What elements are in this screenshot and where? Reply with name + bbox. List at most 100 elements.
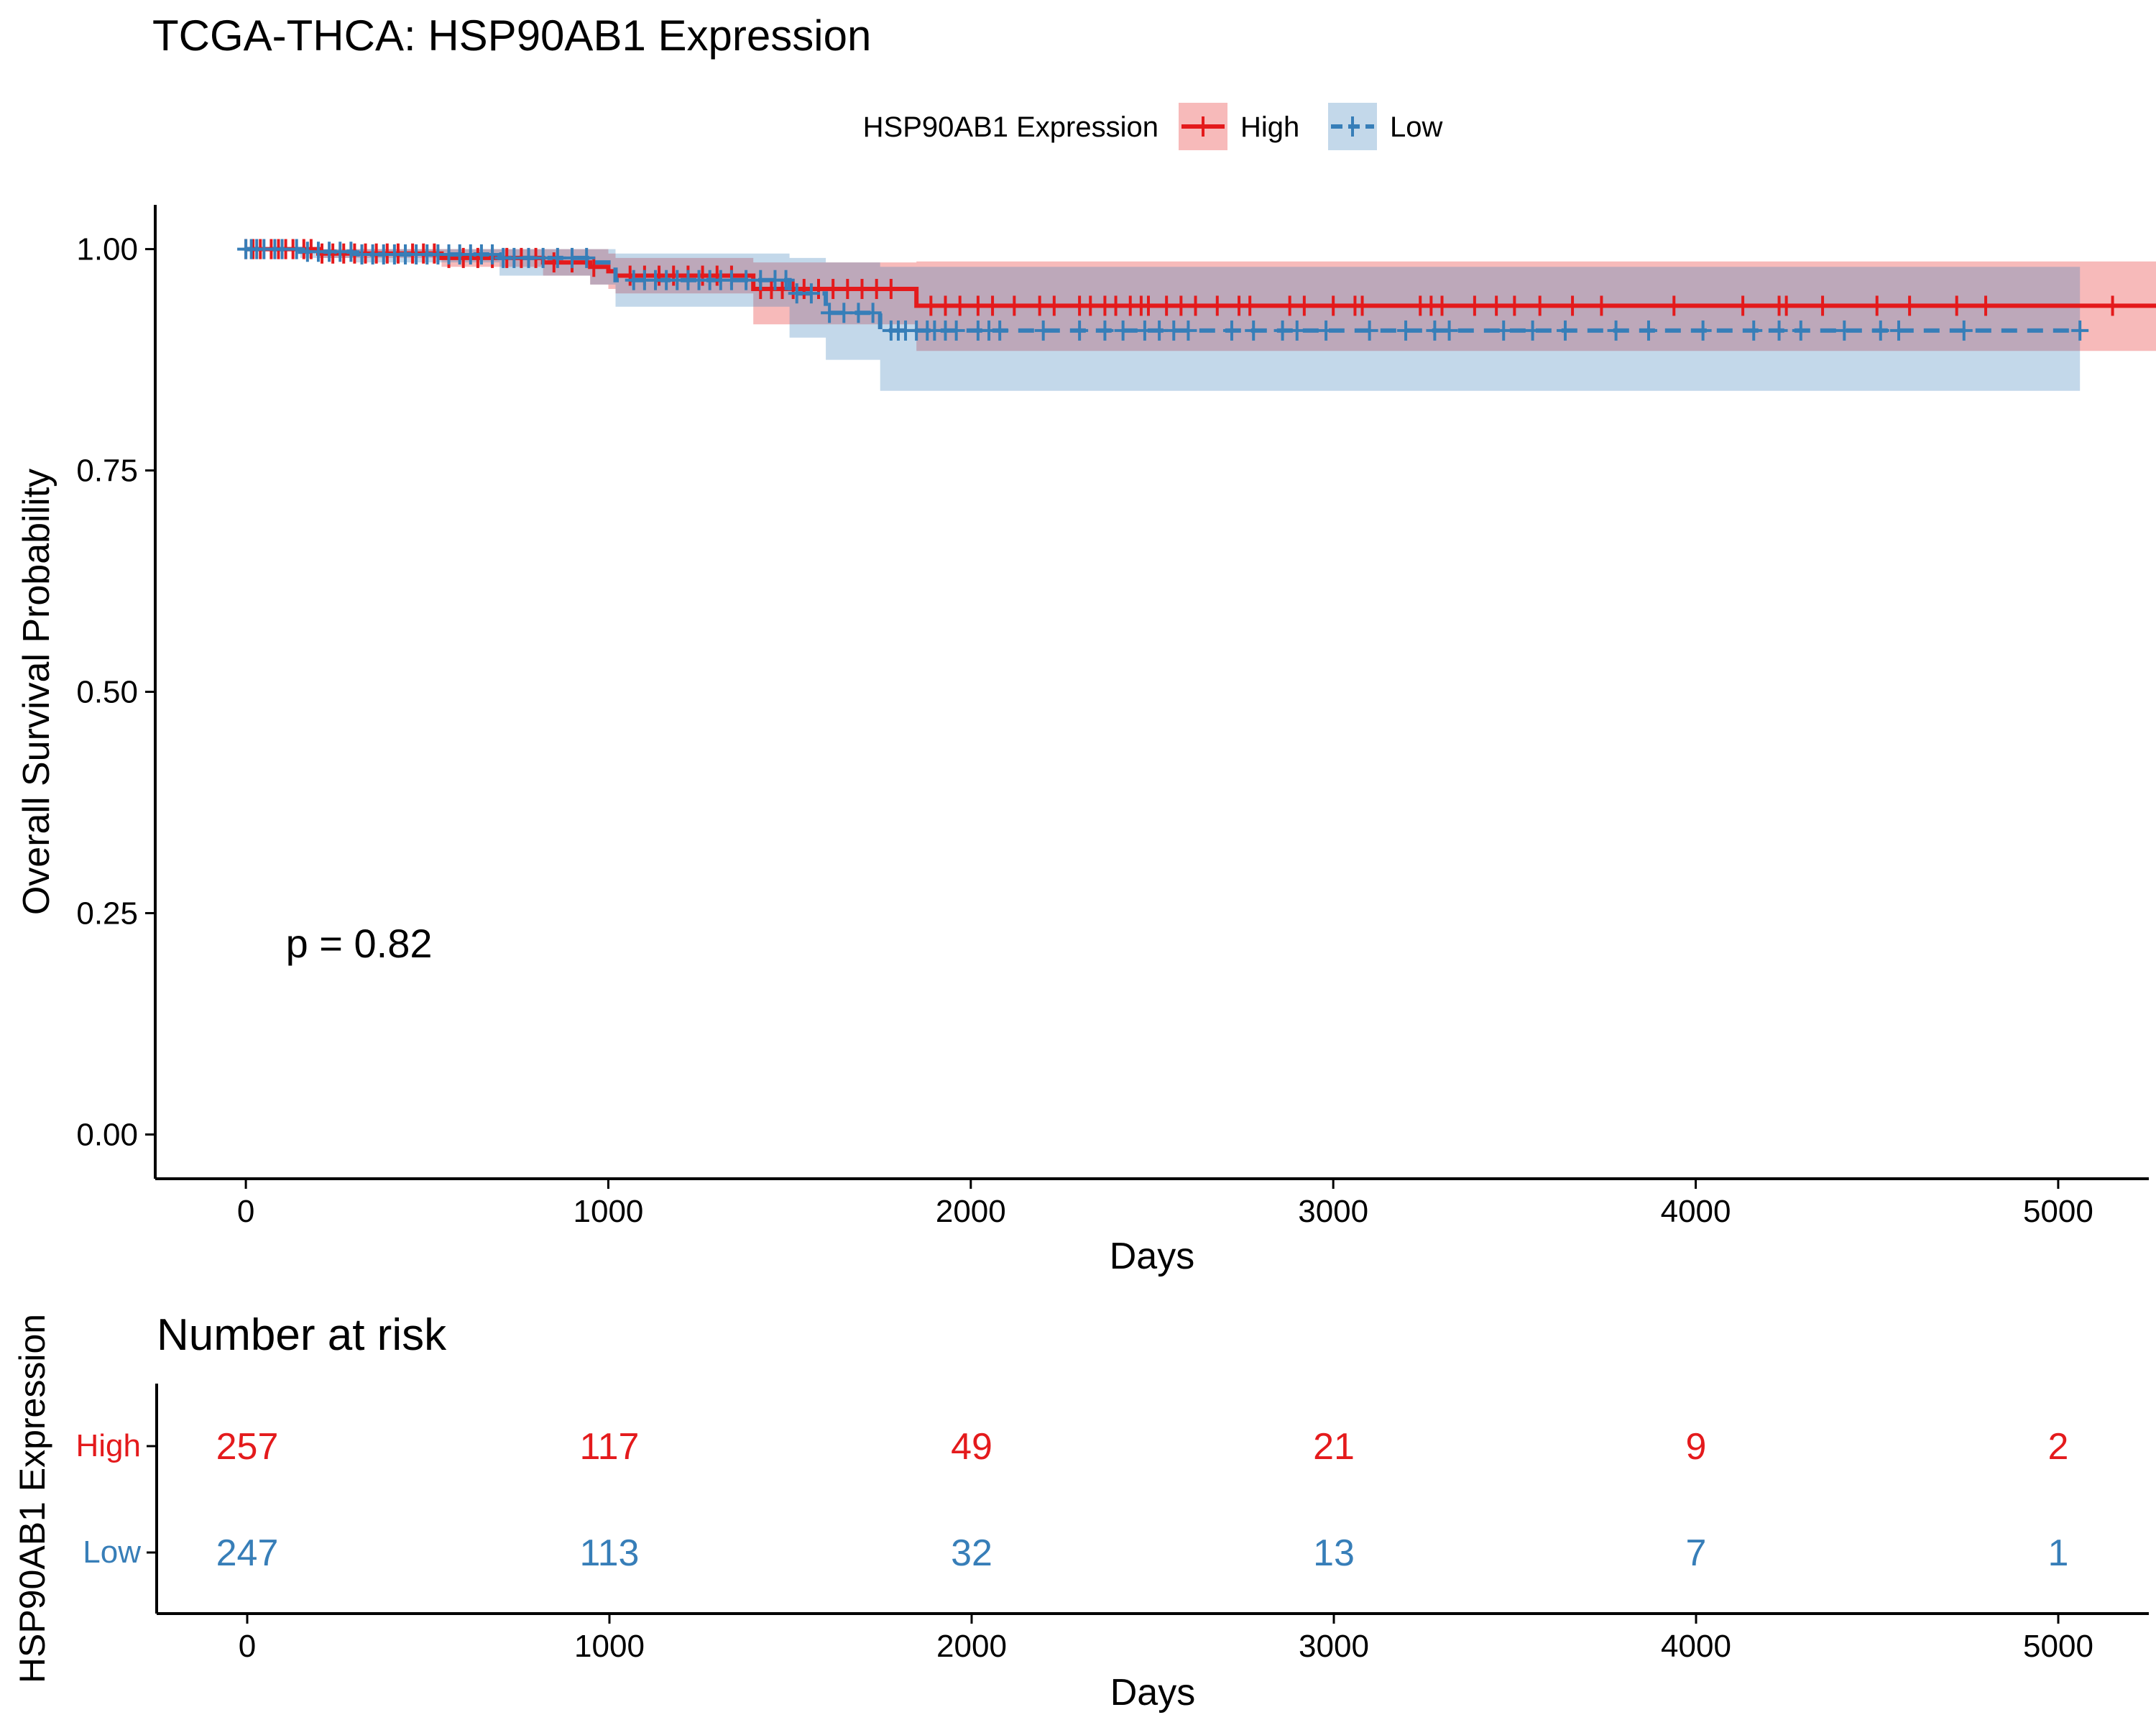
y-tick-label: 0.00 bbox=[76, 1117, 138, 1152]
x-tick-label: 2000 bbox=[936, 1194, 1006, 1229]
risk-cell-low: 247 bbox=[216, 1532, 279, 1574]
risk-x-axis-label: Days bbox=[1110, 1672, 1195, 1714]
risk-cell-low: 13 bbox=[1313, 1532, 1355, 1574]
y-tick-label: 1.00 bbox=[76, 232, 138, 267]
censor-mark-low bbox=[1694, 320, 1712, 341]
legend-label: High bbox=[1240, 111, 1299, 143]
censor-mark-low bbox=[752, 270, 770, 290]
risk-cell-high: 9 bbox=[1686, 1426, 1707, 1468]
censor-mark-low bbox=[1317, 320, 1335, 341]
legend-entry-high: High bbox=[1179, 103, 1299, 150]
y-tick-label: 0.50 bbox=[76, 675, 138, 710]
censor-mark-low bbox=[722, 270, 740, 290]
main-axes: 0.00 0.25 0.50 0.75 1.00 0 1000 2000 3000 4000 500… bbox=[76, 205, 2149, 1229]
censor-mark-low bbox=[534, 247, 552, 268]
censor-mark-low bbox=[287, 239, 305, 259]
censor-mark-low bbox=[342, 242, 360, 262]
censor-mark-low bbox=[788, 283, 806, 304]
risk-cell-low: 1 bbox=[2048, 1532, 2069, 1574]
censor-mark-low bbox=[1835, 320, 1853, 341]
censor-mark-low bbox=[505, 247, 523, 268]
legend-entry-low: Low bbox=[1328, 103, 1442, 150]
censor-mark-low bbox=[520, 247, 538, 268]
censor-mark-low bbox=[835, 303, 853, 323]
confidence-bands bbox=[246, 249, 2156, 391]
censor-mark-low bbox=[548, 247, 566, 268]
censor-mark-low bbox=[821, 303, 839, 323]
risk-x-tick-label: 4000 bbox=[1661, 1629, 1731, 1664]
risk-row-label-low: Low bbox=[83, 1535, 141, 1570]
censor-mark-low bbox=[1440, 320, 1458, 341]
censor-mark-low bbox=[578, 247, 596, 268]
legend-title: HSP90AB1 Expression bbox=[863, 111, 1158, 143]
risk-cell-low: 7 bbox=[1686, 1532, 1707, 1574]
censor-mark-low bbox=[1426, 320, 1444, 341]
censor-mark-low bbox=[1495, 320, 1513, 341]
risk-cell-low: 113 bbox=[580, 1532, 640, 1574]
censor-mark-low bbox=[563, 247, 581, 268]
censor-mark-low bbox=[1165, 320, 1183, 341]
censor-mark-low bbox=[1792, 320, 1810, 341]
censor-mark-low bbox=[1222, 320, 1240, 341]
risk-x-tick-label: 0 bbox=[239, 1629, 256, 1664]
censor-mark-low bbox=[2071, 320, 2089, 341]
y-axis-label: Overall Survival Probability bbox=[16, 469, 57, 915]
censor-mark-low bbox=[864, 303, 882, 323]
censor-mark-low bbox=[1135, 320, 1153, 341]
risk-y-axis-label: HSP90AB1 Expression bbox=[12, 1314, 52, 1683]
risk-x-tick-label: 5000 bbox=[2023, 1629, 2093, 1664]
y-tick-label: 0.25 bbox=[76, 896, 138, 931]
risk-x-tick-label: 2000 bbox=[936, 1629, 1007, 1664]
risk-table-cells: 257 117 49 21 9 2 247 113 32 13 7 1 bbox=[216, 1426, 2069, 1574]
censor-mark-low bbox=[1360, 320, 1378, 341]
censor-mark-low bbox=[849, 303, 867, 323]
legend: HSP90AB1 Expression High Low bbox=[863, 103, 1442, 150]
x-tick-label: 1000 bbox=[573, 1194, 644, 1229]
risk-cell-high: 2 bbox=[2048, 1426, 2069, 1468]
censor-mark-low bbox=[1889, 320, 1907, 341]
censor-mark-low bbox=[484, 244, 502, 264]
censor-mark-low bbox=[1955, 320, 1973, 341]
x-tick-label: 3000 bbox=[1298, 1194, 1368, 1229]
censor-mark-low bbox=[1871, 320, 1889, 341]
risk-table: Number at risk High Low 0 1000 2000 3000 4000 5… bbox=[12, 1310, 2149, 1714]
survival-plot-area: 0.00 0.25 0.50 0.75 1.00 0 1000 2000 3000 4000 500… bbox=[16, 205, 2156, 1277]
censor-mark-low bbox=[802, 283, 820, 304]
y-tick-label: 0.75 bbox=[76, 454, 138, 489]
x-tick-label: 4000 bbox=[1661, 1194, 1731, 1229]
censor-marks bbox=[237, 239, 2114, 341]
censor-mark-low bbox=[1770, 320, 1788, 341]
risk-x-tick-label: 1000 bbox=[574, 1629, 645, 1664]
censor-mark-low bbox=[1114, 320, 1132, 341]
censor-mark-low bbox=[1034, 320, 1052, 341]
risk-cell-low: 32 bbox=[951, 1532, 992, 1574]
ci-band-low bbox=[246, 249, 2081, 391]
censor-mark-low bbox=[1096, 320, 1114, 341]
risk-cell-high: 21 bbox=[1313, 1426, 1355, 1468]
censor-mark-low bbox=[1745, 320, 1763, 341]
censor-mark-low bbox=[737, 270, 755, 290]
censor-mark-low bbox=[1273, 320, 1291, 341]
p-value-annotation: p = 0.82 bbox=[286, 921, 433, 966]
censor-mark-low bbox=[1179, 320, 1197, 341]
censor-mark-low bbox=[1071, 320, 1089, 341]
risk-table-axes: High Low 0 1000 2000 3000 4000 5000 bbox=[76, 1384, 2149, 1664]
censor-mark-low bbox=[1151, 320, 1169, 341]
risk-cell-high: 49 bbox=[951, 1426, 992, 1468]
censor-mark-low bbox=[1288, 320, 1306, 341]
censor-mark-low bbox=[991, 320, 1009, 341]
censor-mark-low bbox=[1524, 320, 1542, 341]
x-tick-label: 5000 bbox=[2023, 1194, 2093, 1229]
censor-mark-low bbox=[947, 320, 965, 341]
censor-mark-low bbox=[1245, 320, 1263, 341]
chart-title: TCGA-THCA: HSP90AB1 Expression bbox=[152, 12, 871, 60]
risk-row-label-high: High bbox=[76, 1428, 142, 1463]
censor-mark-low bbox=[1556, 320, 1574, 341]
risk-cell-high: 117 bbox=[580, 1426, 640, 1468]
risk-table-title: Number at risk bbox=[157, 1310, 447, 1360]
x-tick-label: 0 bbox=[237, 1194, 254, 1229]
censor-mark-low bbox=[777, 270, 795, 290]
censor-mark-low bbox=[1607, 320, 1625, 341]
risk-x-tick-label: 3000 bbox=[1299, 1629, 1369, 1664]
